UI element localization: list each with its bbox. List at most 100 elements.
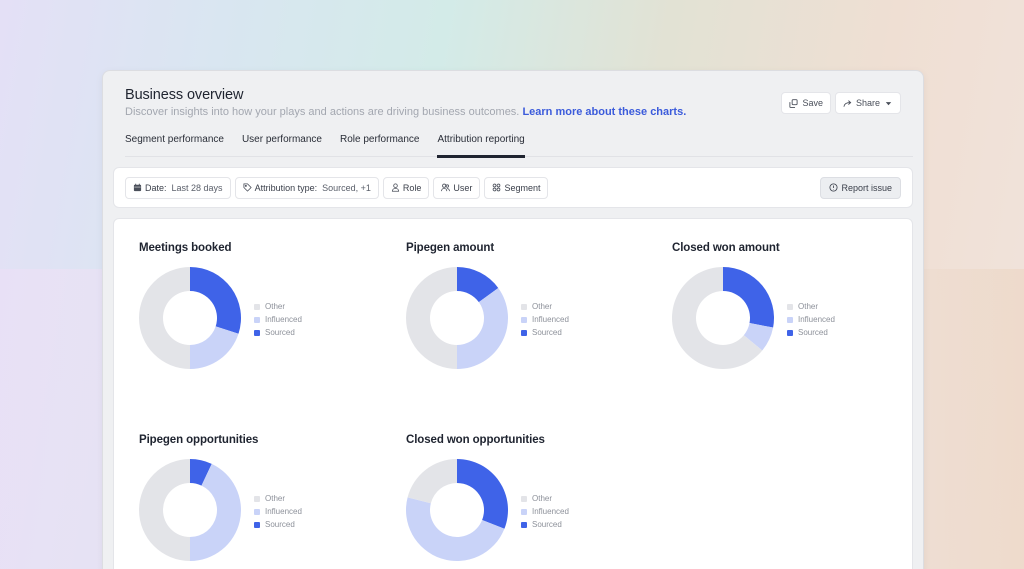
- donut-slice-influenced: [743, 323, 774, 351]
- donut-chart: [139, 267, 241, 369]
- share-button[interactable]: Share: [834, 92, 901, 114]
- filter-bar: Date: Last 28 days Attribution type: Sou…: [113, 167, 913, 208]
- donut-slice-sourced: [457, 459, 508, 529]
- share-arrow-icon: [843, 99, 852, 108]
- swatch-sourced: [254, 521, 260, 528]
- legend-item-sourced: Sourced: [254, 326, 302, 339]
- report-issue-button[interactable]: Report issue: [820, 176, 901, 199]
- segment-grid-icon: [492, 183, 501, 192]
- legend-label: Other: [265, 302, 286, 311]
- donut-slice-influenced: [406, 497, 505, 561]
- tab-attribution-reporting[interactable]: Attribution reporting: [437, 127, 526, 158]
- swatch-sourced: [787, 329, 793, 336]
- segment-filter[interactable]: Segment: [484, 176, 549, 199]
- donut-chart: [406, 459, 508, 561]
- chart-meetings-booked: Meetings booked Other Influenced Sourced: [139, 242, 369, 392]
- swatch-sourced: [521, 329, 527, 336]
- page-subtitle: Discover insights into how your plays an…: [125, 106, 901, 118]
- user-filter[interactable]: User: [433, 176, 481, 199]
- donut-slice-sourced: [723, 267, 774, 328]
- legend-item-influenced: Influenced: [521, 505, 569, 518]
- donut-chart: [672, 267, 774, 369]
- chart-title: Pipegen amount: [406, 242, 495, 254]
- copy-icon: [789, 98, 799, 108]
- legend-label: Influenced: [265, 507, 302, 516]
- legend-label: Other: [532, 302, 553, 311]
- chart-legend: Other Influenced Sourced: [254, 492, 302, 531]
- role-filter-label: Role: [402, 182, 422, 193]
- donut-slice-other: [407, 459, 457, 504]
- business-overview-window: Business overview Discover insights into…: [102, 70, 924, 569]
- swatch-influenced: [521, 508, 527, 515]
- legend-item-influenced: Influenced: [254, 505, 302, 518]
- chart-legend: Other Influenced Sourced: [787, 300, 835, 339]
- chart-title: Meetings booked: [139, 242, 232, 254]
- legend-item-other: Other: [521, 492, 569, 505]
- donut-slice-other: [139, 459, 190, 561]
- chart-pipegen-opportunities: Pipegen opportunities Other Influenced S…: [139, 434, 369, 569]
- legend-item-sourced: Sourced: [521, 518, 569, 531]
- legend-item-sourced: Sourced: [521, 326, 569, 339]
- donut-slice-influenced: [190, 326, 239, 369]
- header-actions: Save Share: [781, 92, 901, 114]
- chart-legend: Other Influenced Sourced: [521, 492, 569, 531]
- donut-chart: [139, 459, 241, 561]
- chart-title: Closed won amount: [672, 242, 780, 254]
- legend-label: Sourced: [532, 520, 562, 529]
- legend-label: Sourced: [532, 328, 562, 337]
- swatch-other: [521, 303, 527, 310]
- users-icon: [441, 183, 451, 192]
- swatch-influenced: [521, 316, 527, 323]
- legend-label: Other: [265, 494, 286, 503]
- calendar-icon: [133, 183, 142, 192]
- swatch-sourced: [521, 521, 527, 528]
- legend-item-other: Other: [254, 300, 302, 313]
- swatch-influenced: [254, 316, 260, 323]
- attribution-type-filter[interactable]: Attribution type: Sourced, +1: [234, 176, 379, 199]
- swatch-other: [254, 303, 260, 310]
- chart-title: Pipegen opportunities: [139, 434, 259, 446]
- learn-more-link[interactable]: Learn more about these charts.: [522, 106, 687, 118]
- legend-item-sourced: Sourced: [787, 326, 835, 339]
- legend-label: Other: [532, 494, 553, 503]
- donut-slice-influenced: [190, 463, 241, 561]
- legend-item-other: Other: [787, 300, 835, 313]
- share-label: Share: [855, 98, 880, 108]
- legend-label: Other: [798, 302, 819, 311]
- swatch-influenced: [787, 316, 793, 323]
- page-header: Business overview Discover insights into…: [125, 87, 901, 118]
- chart-title: Closed won opportunities: [406, 434, 545, 446]
- save-button[interactable]: Save: [781, 92, 831, 114]
- tag-icon: [243, 183, 252, 192]
- chart-legend: Other Influenced Sourced: [521, 300, 569, 339]
- legend-label: Influenced: [532, 507, 569, 516]
- swatch-sourced: [254, 329, 260, 336]
- tab-role-performance[interactable]: Role performance: [339, 134, 420, 145]
- tab-segment-performance[interactable]: Segment performance: [125, 134, 224, 145]
- attribution-type-value: Sourced, +1: [322, 182, 371, 193]
- chart-legend: Other Influenced Sourced: [254, 300, 302, 339]
- swatch-other: [521, 495, 527, 502]
- report-issue-label: Report issue: [841, 182, 892, 193]
- legend-item-other: Other: [521, 300, 569, 313]
- chart-pipegen-amount: Pipegen amount Other Influenced Sourced: [406, 242, 636, 392]
- role-filter[interactable]: Role: [382, 176, 430, 199]
- swatch-influenced: [254, 508, 260, 515]
- legend-item-other: Other: [254, 492, 302, 505]
- legend-label: Sourced: [265, 520, 295, 529]
- donut-slice-other: [406, 267, 457, 369]
- caret-down-icon: [884, 99, 893, 108]
- person-icon: [391, 183, 400, 192]
- segment-filter-label: Segment: [504, 182, 541, 193]
- date-filter[interactable]: Date: Last 28 days: [125, 176, 231, 199]
- charts-panel: Meetings booked Other Influenced Sourced…: [113, 218, 913, 569]
- donut-slice-other: [672, 267, 763, 369]
- date-filter-value: Last 28 days: [171, 182, 223, 193]
- chart-closed-won-opportunities: Closed won opportunities Other Influence…: [406, 434, 636, 569]
- legend-label: Sourced: [265, 328, 295, 337]
- legend-item-influenced: Influenced: [521, 313, 569, 326]
- tab-user-performance[interactable]: User performance: [241, 134, 322, 145]
- donut-slice-other: [139, 267, 190, 369]
- save-label: Save: [802, 98, 823, 108]
- legend-label: Influenced: [265, 315, 302, 324]
